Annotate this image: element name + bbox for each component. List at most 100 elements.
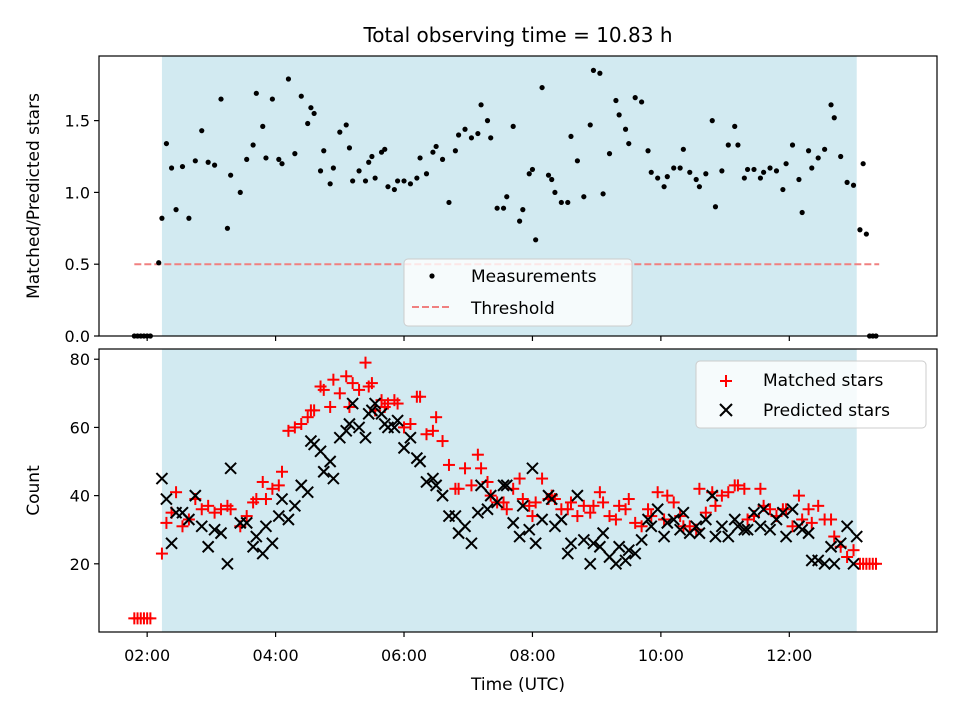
count-legend: Matched stars Predicted stars — [695, 360, 927, 429]
measurement-point — [504, 194, 510, 200]
predicted-star-marker — [201, 540, 215, 553]
measurement-point — [741, 175, 747, 181]
measurement-point — [648, 169, 654, 175]
measurement-point — [574, 158, 580, 164]
matched-star-marker — [587, 499, 600, 512]
matched-star-marker — [282, 424, 295, 437]
measurement-point — [478, 102, 484, 108]
predicted-star-marker — [497, 479, 510, 492]
measurement-point — [244, 156, 250, 162]
measurement-point — [430, 149, 436, 155]
matched-star-marker — [526, 510, 539, 523]
measurement-point — [237, 189, 243, 196]
matched-star-marker — [513, 472, 526, 485]
matched-star-marker — [288, 421, 301, 434]
matched-star-marker — [619, 503, 632, 516]
matched-star-marker — [497, 496, 510, 509]
measurement-point — [159, 215, 165, 221]
matched-star-marker — [465, 479, 478, 492]
measurement-point — [703, 171, 709, 177]
predicted-star-marker — [802, 526, 815, 540]
y-tick-label: 80 — [70, 350, 90, 369]
measurement-point — [414, 175, 420, 181]
predicted-star-marker — [500, 479, 513, 492]
predicted-star-marker — [545, 492, 558, 506]
y-tick-label: 1.5 — [65, 112, 90, 131]
measurement-point — [632, 95, 638, 101]
matched-star-marker — [224, 503, 237, 516]
matched-star-marker — [333, 387, 346, 400]
matched-star-marker — [202, 499, 215, 512]
predicted-star-marker — [571, 489, 584, 502]
measurement-point — [558, 199, 564, 206]
measurement-point — [549, 176, 555, 183]
predicted-star-marker — [651, 503, 664, 516]
measurement-point — [500, 205, 507, 211]
measurement-point — [645, 148, 651, 154]
predicted-star-marker — [266, 537, 279, 550]
measurement-point — [857, 227, 863, 233]
predicted-star-marker — [160, 492, 173, 506]
predicted-star-marker — [391, 414, 404, 427]
measurement-point — [279, 161, 285, 167]
matched-star-marker — [208, 506, 221, 519]
measurement-point — [822, 146, 828, 152]
measurement-point — [462, 126, 468, 132]
measurement-point — [725, 142, 731, 148]
measurement-point — [626, 140, 632, 147]
predicted-star-marker — [352, 421, 366, 434]
measurement-point — [831, 115, 837, 121]
predicted-star-marker — [741, 523, 754, 536]
predicted-star-marker — [709, 530, 722, 543]
predicted-star-marker — [754, 520, 767, 533]
predicted-star-marker — [619, 554, 632, 567]
predicted-star-marker — [420, 475, 433, 489]
matched-star-marker — [825, 513, 838, 526]
measurement-point — [211, 162, 218, 168]
matched-star-marker — [667, 496, 680, 509]
predicted-star-marker — [388, 421, 401, 434]
predicted-star-marker — [738, 523, 751, 536]
predicted-star-marker — [474, 479, 488, 492]
measurement-point — [545, 172, 552, 178]
measurement-point — [330, 165, 336, 171]
measurement-point — [260, 123, 266, 129]
matched-star-marker — [170, 486, 183, 499]
predicted-star-marker — [818, 557, 831, 571]
predicted-star-marker — [828, 557, 841, 571]
matched-star-marker — [176, 520, 189, 533]
matched-star-marker — [841, 550, 854, 563]
measurement-point — [815, 155, 821, 161]
predicted-star-marker — [449, 509, 462, 523]
measurement-point — [661, 184, 667, 190]
predicted-star-marker — [584, 557, 597, 571]
measurement-point — [468, 135, 475, 141]
measurement-point — [639, 99, 645, 105]
measurement-point — [433, 143, 439, 150]
predicted-star-marker — [622, 543, 635, 557]
predicted-star-marker — [795, 523, 809, 536]
matched-star-marker — [536, 472, 549, 485]
predicted-star-marker — [564, 537, 578, 550]
predicted-star-marker — [661, 516, 674, 530]
measurement-point — [664, 174, 670, 180]
predicted-star-marker — [635, 533, 648, 547]
predicted-star-marker — [246, 540, 260, 553]
matched-star-marker — [365, 377, 378, 390]
predicted-star-marker — [523, 523, 536, 536]
figure-title: Total observing time = 10.83 h — [362, 23, 672, 47]
measurement-point — [346, 145, 353, 151]
matched-star-marker — [805, 516, 818, 529]
predicted-star-marker — [786, 503, 799, 516]
predicted-star-marker — [365, 404, 379, 417]
legend-predicted-label: Predicted stars — [763, 401, 890, 421]
predicted-star-marker — [715, 520, 729, 533]
predicted-star-marker — [165, 537, 178, 550]
predicted-star-marker — [689, 520, 703, 533]
matched-star-marker — [398, 421, 411, 434]
predicted-star-marker — [641, 513, 655, 526]
measurement-point — [401, 178, 407, 184]
count-x-axis-label: Time (UTC) — [470, 675, 565, 695]
predicted-star-marker — [208, 523, 221, 536]
